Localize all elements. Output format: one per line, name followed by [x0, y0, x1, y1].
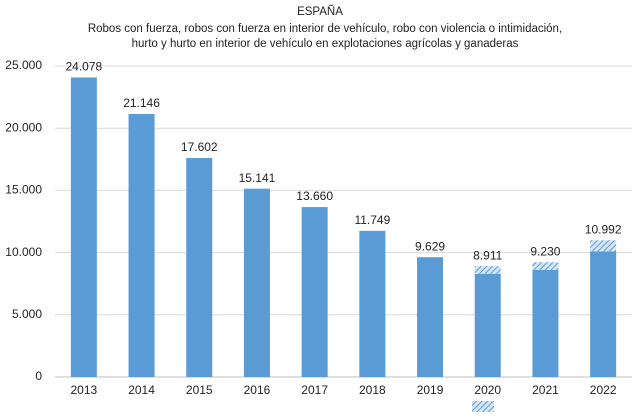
x-tick-label: 2017 [301, 383, 328, 397]
y-tick-label: 15.000 [5, 183, 42, 197]
y-tick-label: 25.000 [5, 58, 42, 72]
y-tick-label: 0 [35, 369, 42, 383]
bar-hatched-segment [590, 240, 617, 252]
value-label: 10.992 [585, 222, 622, 236]
y-tick-label: 5.000 [12, 307, 42, 321]
bar [128, 113, 155, 378]
x-tick-label: 2022 [590, 383, 617, 397]
chart-title: ESPAÑA [297, 6, 343, 18]
bar [417, 257, 444, 377]
bar [359, 230, 386, 377]
x-tick-label: 2016 [244, 383, 271, 397]
value-label: 9.629 [415, 239, 445, 253]
bar-hatched-segment [474, 266, 501, 274]
bar [186, 158, 213, 377]
y-tick-label: 20.000 [5, 120, 42, 134]
x-tick-label: 2020 [474, 383, 501, 397]
value-label: 15.141 [239, 171, 276, 185]
value-label: 9.230 [530, 244, 560, 258]
x-tick-label: 2018 [359, 383, 386, 397]
x-tick-label: 2021 [532, 383, 559, 397]
legend-swatch [472, 401, 494, 412]
chart-subtitle: Robos con fuerza, robos con fuerza en in… [87, 23, 563, 50]
value-label: 21.146 [123, 96, 160, 110]
value-label: 8.911 [473, 248, 502, 262]
bar [532, 270, 559, 377]
x-tick-label: 2014 [128, 383, 155, 397]
bar [590, 251, 617, 377]
x-tick-label: 2019 [417, 383, 444, 397]
bar-hatched-segment [532, 262, 559, 271]
bar [70, 77, 97, 378]
value-label: 24.078 [65, 60, 102, 74]
bar [301, 207, 328, 377]
x-tick-label: 2013 [70, 383, 97, 397]
value-label: 17.602 [181, 140, 218, 154]
bar [243, 188, 270, 377]
value-label: 13.660 [296, 189, 333, 203]
value-label: 11.749 [354, 213, 390, 227]
bar [474, 273, 501, 377]
y-tick-label: 10.000 [5, 245, 42, 259]
x-tick-label: 2015 [186, 383, 213, 397]
